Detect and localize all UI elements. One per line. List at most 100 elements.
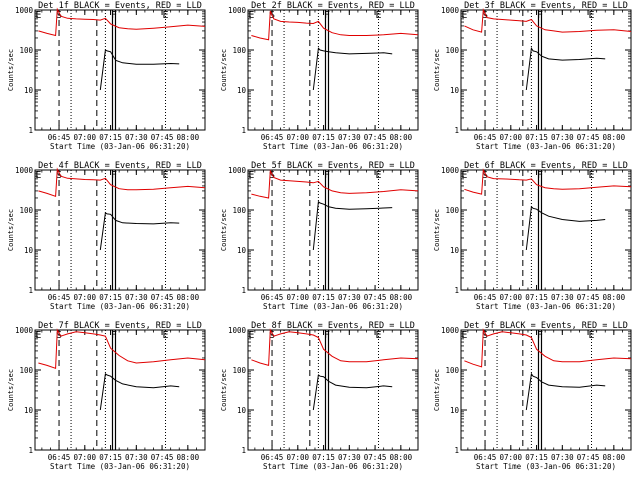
x-axis-label: Start Time (03-Jan-06 06:31:20) [476, 302, 616, 311]
x-tick-label: 07:00 [500, 453, 523, 462]
plot-frame [460, 9, 632, 131]
lld-series-line [251, 169, 419, 199]
x-tick-label: 07:45 [577, 453, 600, 462]
plot-frame [247, 169, 419, 291]
events-series-line [99, 211, 180, 251]
chart-title: Det 9f BLACK = Events, RED = LLD [464, 321, 628, 331]
event-marker-label: F [324, 330, 330, 341]
x-tick-label: 07:15 [99, 293, 122, 302]
x-tick-label: 07:15 [312, 133, 335, 142]
chart-title: Det 6f BLACK = Events, RED = LLD [464, 161, 628, 171]
lld-series-line [38, 167, 206, 197]
event-marker-label: F [537, 330, 543, 341]
x-tick-label: 07:00 [500, 133, 523, 142]
y-axis-label: Counts/sec [7, 369, 15, 411]
event-marker-label: E [588, 10, 594, 21]
x-tick-label: 07:30 [125, 453, 148, 462]
x-tick-label: 07:00 [287, 293, 310, 302]
plot-frame [34, 329, 206, 451]
event-marker-label: E [35, 170, 41, 181]
y-tick-label: 1 [241, 126, 246, 135]
y-tick-label: 100 [232, 366, 246, 375]
plot-frame [247, 329, 419, 451]
y-tick-label: 1 [241, 446, 246, 455]
chart-panel: Det 3f BLACK = Events, RED = LLD 1 10 100 10… [433, 1, 632, 151]
lld-series-line [464, 168, 632, 195]
x-tick-label: 08:00 [390, 453, 413, 462]
event-marker-label: E [248, 170, 254, 181]
events-series-line [99, 49, 180, 91]
event-marker-label: S [482, 10, 488, 21]
event-marker-label: E [35, 10, 41, 21]
x-tick-label: 07:30 [551, 293, 574, 302]
chart-panel: Det 6f BLACK = Events, RED = LLD 1 10 100 10… [433, 161, 632, 311]
lld-series-line [251, 10, 419, 41]
y-tick-label: 100 [232, 206, 246, 215]
y-tick-label: 10 [237, 86, 247, 95]
x-tick-label: 06:45 [261, 133, 284, 142]
chart-title: Det 8f BLACK = Events, RED = LLD [251, 321, 415, 331]
y-tick-label: 1 [28, 126, 33, 135]
lld-series-line [464, 8, 632, 33]
x-axis-label: Start Time (03-Jan-06 06:31:20) [263, 462, 403, 471]
event-marker-label: F [111, 10, 117, 21]
chart-title: Det 5f BLACK = Events, RED = LLD [251, 161, 415, 171]
event-marker-label: E [461, 10, 467, 21]
x-axis-label: Start Time (03-Jan-06 06:31:20) [50, 462, 190, 471]
x-tick-label: 07:30 [551, 133, 574, 142]
x-tick-label: 07:15 [99, 453, 122, 462]
x-tick-label: 07:00 [74, 453, 97, 462]
chart-panel: Det 5f BLACK = Events, RED = LLD 1 10 100 10… [220, 161, 419, 311]
plot-frame [34, 9, 206, 131]
x-axis-label: Start Time (03-Jan-06 06:31:20) [263, 142, 403, 151]
y-axis-label: Counts/sec [433, 369, 441, 411]
x-tick-label: 08:00 [603, 133, 626, 142]
event-marker-label: S [482, 330, 488, 341]
event-marker-label: E [248, 10, 254, 21]
y-tick-label: 100 [19, 366, 33, 375]
y-tick-label: 10 [450, 406, 460, 415]
x-tick-label: 08:00 [603, 293, 626, 302]
chart-title: Det 3f BLACK = Events, RED = LLD [464, 1, 628, 11]
y-tick-label: 100 [19, 206, 33, 215]
x-tick-label: 08:00 [177, 453, 200, 462]
y-tick-label: 1 [454, 446, 459, 455]
y-tick-label: 1000 [228, 6, 247, 15]
chart-panel: Det 2f BLACK = Events, RED = LLD 1 10 100 10… [220, 1, 419, 151]
y-tick-label: 1000 [15, 326, 34, 335]
x-tick-label: 07:15 [525, 293, 548, 302]
event-marker-label: F [537, 10, 543, 21]
chart-panel: Det 8f BLACK = Events, RED = LLD 1 10 100 10… [220, 321, 419, 471]
events-series-line [312, 47, 393, 91]
x-tick-label: 07:15 [312, 293, 335, 302]
events-series-line [312, 374, 393, 411]
x-tick-label: 06:45 [474, 453, 497, 462]
x-tick-label: 07:30 [338, 133, 361, 142]
event-marker-label: F [324, 170, 330, 181]
y-tick-label: 100 [445, 366, 459, 375]
event-marker-label: E [461, 330, 467, 341]
chart-panel: Det 9f BLACK = Events, RED = LLD 1 10 100 10… [433, 321, 632, 471]
x-tick-label: 07:30 [125, 293, 148, 302]
event-marker-label: E [588, 170, 594, 181]
chart-panel: Det 7f BLACK = Events, RED = LLD 1 10 100 10… [7, 321, 206, 471]
lld-series-line [251, 328, 419, 367]
x-tick-label: 07:30 [125, 133, 148, 142]
x-axis-label: Start Time (03-Jan-06 06:31:20) [50, 142, 190, 151]
event-marker-label: E [375, 330, 381, 341]
event-marker-label: E [375, 10, 381, 21]
x-tick-label: 06:45 [474, 293, 497, 302]
event-marker-label: F [111, 330, 117, 341]
events-series-line [99, 373, 180, 411]
y-tick-label: 100 [232, 46, 246, 55]
y-axis-label: Counts/sec [433, 49, 441, 91]
x-tick-label: 07:30 [551, 453, 574, 462]
x-tick-label: 08:00 [390, 133, 413, 142]
x-tick-label: 08:00 [390, 293, 413, 302]
y-tick-label: 1000 [15, 6, 34, 15]
event-marker-label: S [56, 10, 62, 21]
lld-series-line [38, 328, 206, 369]
y-axis-label: Counts/sec [433, 209, 441, 251]
chart-title: Det 2f BLACK = Events, RED = LLD [251, 1, 415, 11]
events-series-line [312, 200, 393, 251]
